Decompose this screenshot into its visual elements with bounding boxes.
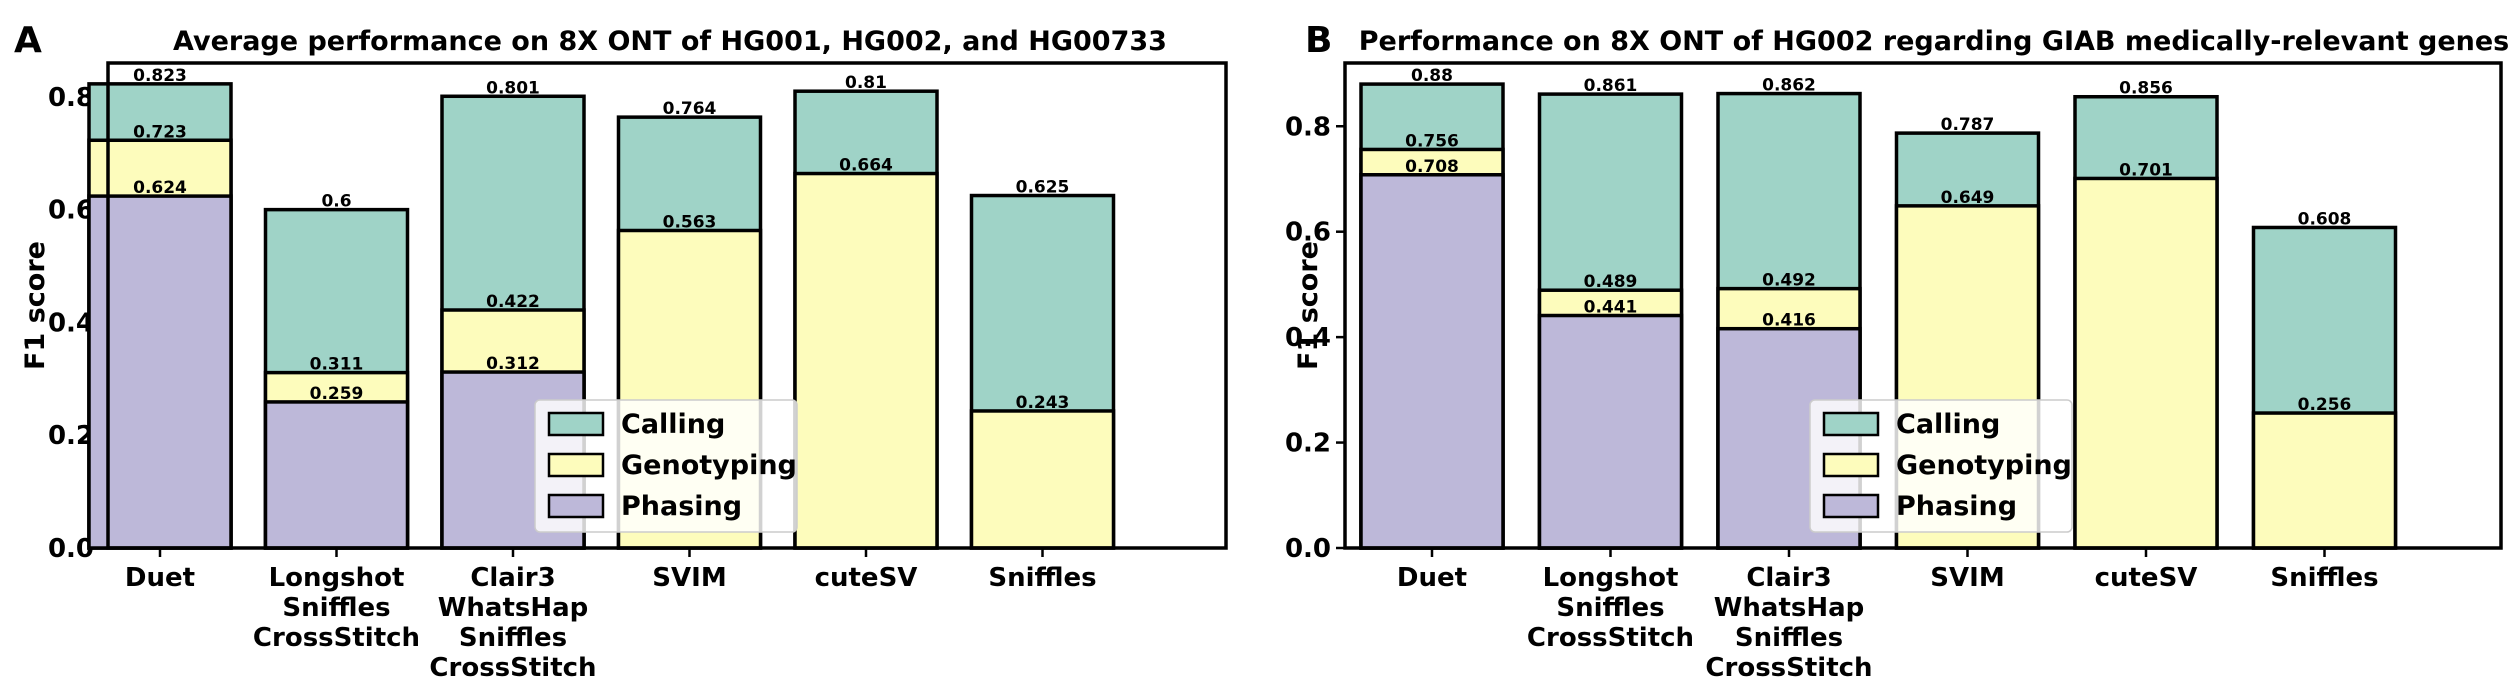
legend-label-calling: Calling: [1896, 409, 2000, 440]
chart-title: Performance on 8X ONT of HG002 regarding…: [1359, 26, 2510, 57]
plot-frame: [1343, 61, 2503, 550]
x-tick-label: Sniffles: [282, 593, 390, 623]
bar-genotyping: [2251, 411, 2398, 550]
x-tick-label: CrossStitch: [429, 653, 596, 683]
data-label-genotyping: 0.664: [839, 156, 893, 176]
y-tick-label: 0.2: [1285, 429, 1331, 459]
bar-phasing: [1359, 173, 1505, 550]
y-tick-label: 0.4: [1285, 323, 1331, 353]
y-tick-label: 0.0: [1285, 534, 1331, 564]
legend-swatch-calling: [547, 411, 605, 437]
y-tick-label: 0.6: [48, 196, 94, 226]
legend: Calling Genotyping Phasing: [1809, 399, 2073, 533]
x-tick-label: Clair3: [1746, 563, 1831, 593]
x-tick-label: CrossStitch: [253, 623, 420, 653]
data-label-genotyping: 0.311: [310, 355, 364, 375]
x-tick-label: Longshot: [1543, 563, 1679, 593]
y-tick-label: 0.4: [48, 308, 94, 338]
bar-phasing: [1537, 313, 1684, 550]
y-tick-label: 0.0: [48, 534, 94, 564]
bar-phasing: [263, 400, 410, 550]
x-tick-label: cuteSV: [2095, 563, 2198, 593]
legend-swatch-phasing: [547, 493, 605, 519]
data-label-phasing: 0.624: [133, 178, 187, 198]
legend-swatch-phasing: [1822, 493, 1880, 519]
data-label-calling: 0.608: [2298, 209, 2352, 229]
x-tick-label: WhatsHap: [1714, 593, 1865, 623]
x-tick-label: CrossStitch: [1705, 653, 1872, 683]
x-tick-label: Sniffles: [2270, 563, 2378, 593]
data-label-genotyping: 0.756: [1405, 131, 1459, 151]
data-label-phasing: 0.312: [486, 354, 540, 374]
panel-b: B Performance on 8X ONT of HG002 regardin…: [1285, 20, 2509, 683]
data-label-calling: 0.801: [486, 78, 540, 98]
y-tick-label: 0.2: [48, 421, 94, 451]
data-label-phasing: 0.708: [1405, 157, 1459, 177]
data-label-calling: 0.81: [845, 73, 887, 93]
data-label-calling: 0.88: [1411, 66, 1453, 86]
legend: Calling Genotyping Phasing: [534, 399, 798, 533]
x-tick-label: Duet: [125, 563, 195, 593]
y-axis-label: F1 score: [1293, 241, 1324, 370]
x-tick-label: Longshot: [269, 563, 405, 593]
legend-swatch-genotyping: [1822, 452, 1880, 478]
x-tick-label: Clair3: [470, 563, 555, 593]
chart-title: Average performance on 8X ONT of HG001, …: [173, 26, 1167, 57]
legend-label-phasing: Phasing: [621, 491, 742, 522]
data-label-calling: 0.861: [1584, 76, 1638, 96]
legend-label-phasing: Phasing: [1896, 491, 2017, 522]
x-tick-label: Duet: [1397, 563, 1467, 593]
x-tick-label: SVIM: [1930, 563, 2004, 593]
bar-genotyping: [793, 171, 939, 550]
data-label-calling: 0.764: [663, 99, 717, 119]
data-label-calling: 0.856: [2119, 79, 2173, 99]
y-tick-label: 0.6: [1285, 218, 1331, 248]
legend-label-calling: Calling: [621, 409, 725, 440]
data-label-genotyping: 0.243: [1016, 393, 1070, 413]
data-label-genotyping: 0.492: [1762, 271, 1816, 291]
y-axis-label: F1 score: [20, 241, 51, 370]
x-tick-label: SVIM: [652, 563, 726, 593]
x-tick-label: Sniffles: [459, 623, 567, 653]
data-label-calling: 0.862: [1762, 76, 1816, 96]
data-label-genotyping: 0.563: [663, 212, 717, 232]
bar-genotyping: [2073, 176, 2219, 550]
plot-frame: [106, 61, 1228, 550]
panel-label: B: [1305, 20, 1332, 61]
data-label-genotyping: 0.256: [2298, 395, 2352, 415]
data-label-genotyping: 0.701: [2119, 160, 2173, 180]
legend-label-genotyping: Genotyping: [1896, 450, 2072, 481]
legend-label-genotyping: Genotyping: [621, 450, 797, 481]
x-tick-label: Sniffles: [1735, 623, 1843, 653]
data-label-genotyping: 0.723: [133, 122, 187, 142]
data-label-phasing: 0.259: [310, 384, 364, 404]
y-tick-label: 0.8: [48, 83, 94, 113]
bar-genotyping: [969, 409, 1116, 550]
y-tick-label: 0.8: [1285, 112, 1331, 142]
legend-swatch-genotyping: [547, 452, 605, 478]
data-label-calling: 0.6: [321, 192, 351, 212]
x-tick-label: Sniffles: [988, 563, 1096, 593]
data-label-phasing: 0.416: [1762, 311, 1816, 331]
x-tick-label: CrossStitch: [1527, 623, 1694, 653]
x-tick-label: Sniffles: [1556, 593, 1664, 623]
data-label-calling: 0.787: [1941, 115, 1995, 135]
panel-label: A: [14, 20, 42, 61]
legend-swatch-calling: [1822, 411, 1880, 437]
data-label-genotyping: 0.422: [486, 292, 540, 312]
data-label-genotyping: 0.649: [1941, 188, 1995, 208]
data-label-genotyping: 0.489: [1584, 272, 1638, 292]
data-label-calling: 0.625: [1016, 178, 1070, 198]
data-label-calling: 0.823: [133, 66, 187, 86]
x-tick-label: cuteSV: [815, 563, 918, 593]
bar-phasing: [87, 194, 233, 550]
panel-a: A Average performance on 8X ONT of HG001,…: [14, 20, 1228, 683]
x-tick-label: WhatsHap: [438, 593, 589, 623]
data-label-phasing: 0.441: [1584, 298, 1638, 318]
